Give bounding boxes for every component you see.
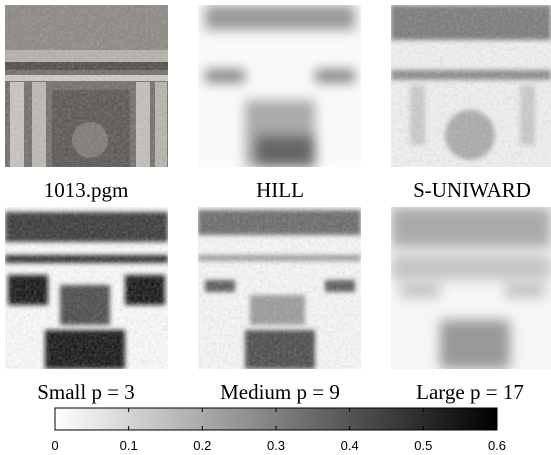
caption: Small p = 3 [37,380,135,404]
image-small [5,207,168,369]
image-hill [198,5,361,167]
tick-label: 0.2 [193,438,211,453]
image-original [5,5,168,167]
tick-label: 0 [51,438,58,453]
caption: Medium p = 9 [220,380,340,404]
tick-label: 0.3 [267,438,285,453]
caption: HILL [256,178,304,202]
tick-label: 0.1 [120,438,138,453]
tick-label: 0.4 [341,438,359,453]
caption: 1013.pgm [44,178,129,202]
tick-label: 0.6 [488,438,506,453]
caption: Large p = 17 [416,380,524,404]
caption: S-UNIWARD [413,178,531,202]
tick-label: 0.5 [414,438,432,453]
image-large [391,207,551,369]
image-medium [198,207,361,369]
image-suniward [391,5,551,167]
